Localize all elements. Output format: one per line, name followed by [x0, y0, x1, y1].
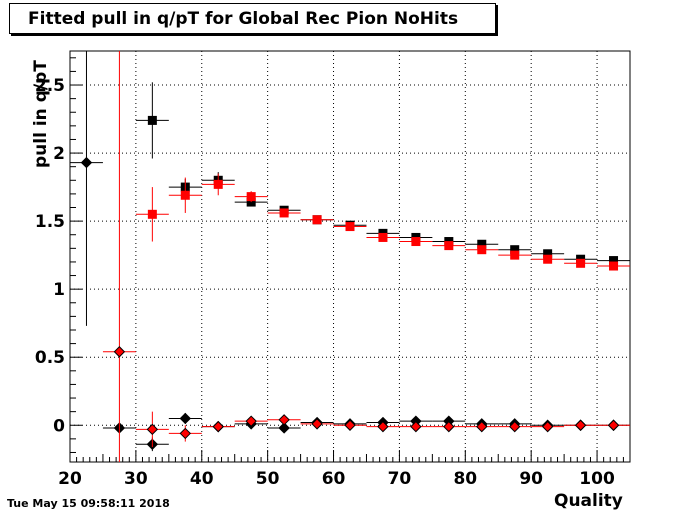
y-tick-label: 2 — [53, 144, 65, 164]
data-point-square — [411, 237, 421, 247]
x-tick-label: 30 — [124, 469, 148, 489]
data-point-square — [345, 222, 355, 232]
data-point-square — [312, 215, 322, 225]
data-point-square — [378, 232, 388, 242]
data-point-square — [477, 239, 487, 249]
data-point-diamond — [146, 423, 159, 436]
data-point-diamond — [245, 415, 257, 427]
data-point-diamond — [179, 427, 192, 440]
data-point-diamond — [278, 414, 290, 426]
x-tick-label: 50 — [256, 469, 280, 489]
data-point-diamond — [278, 422, 290, 434]
x-tick-label: 60 — [322, 469, 346, 489]
x-tick-label: 80 — [453, 469, 477, 489]
data-point-diamond — [508, 420, 521, 433]
x-tick-label: 20 — [58, 469, 82, 489]
y-tick-label: 2.5 — [35, 76, 65, 96]
title-box: Fitted pull in q/pT for Global Rec Pion … — [9, 3, 496, 34]
data-point-square — [609, 256, 619, 266]
data-point-square — [477, 245, 487, 255]
y-tick-label: 0.5 — [35, 348, 65, 368]
data-point-square — [576, 258, 586, 268]
x-tick-label: 100 — [579, 469, 615, 489]
x-axis-label: Quality — [554, 491, 623, 511]
x-tick-label: 70 — [388, 469, 412, 489]
data-point-diamond — [410, 420, 422, 433]
data-point-square — [279, 208, 289, 218]
data-point-square — [510, 245, 520, 255]
data-point-diamond — [541, 420, 554, 433]
data-point-diamond — [344, 419, 356, 431]
data-point-diamond — [179, 412, 192, 425]
data-point-diamond — [212, 420, 224, 433]
data-point-diamond — [311, 418, 323, 430]
timestamp: Tue May 15 09:58:11 2018 — [7, 497, 170, 510]
data-point-square — [180, 190, 190, 200]
data-point-square — [609, 261, 619, 271]
data-point-square — [147, 209, 157, 219]
data-point-diamond — [80, 156, 93, 169]
data-point-diamond — [476, 420, 488, 433]
x-tick-label: 40 — [190, 469, 214, 489]
data-point-square — [543, 249, 553, 259]
y-tick-label: 1 — [53, 280, 65, 300]
data-point-square — [246, 192, 256, 202]
x-tick-label: 90 — [519, 469, 543, 489]
data-point-diamond — [443, 420, 455, 433]
data-layer — [70, 51, 630, 462]
y-tick-label: 0 — [53, 416, 65, 436]
data-point-square — [147, 115, 157, 125]
chart-title: Fitted pull in q/pT for Global Rec Pion … — [28, 9, 459, 29]
data-point-diamond — [607, 419, 620, 431]
data-point-diamond — [574, 419, 587, 431]
data-point-square — [543, 254, 553, 264]
y-tick-label: 1.5 — [35, 212, 65, 232]
data-point-square — [444, 241, 454, 251]
data-point-diamond — [377, 420, 389, 433]
data-point-diamond — [113, 346, 126, 358]
axes-layer: 20 30 40 50 60 70 80 90 100 0 0.5 1 1.5 2 2.5 — [35, 50, 631, 489]
data-point-square — [510, 250, 520, 260]
y-axis-label: pull in q/pT — [31, 60, 51, 168]
plot-frame — [69, 50, 631, 463]
data-point-square — [213, 179, 223, 189]
